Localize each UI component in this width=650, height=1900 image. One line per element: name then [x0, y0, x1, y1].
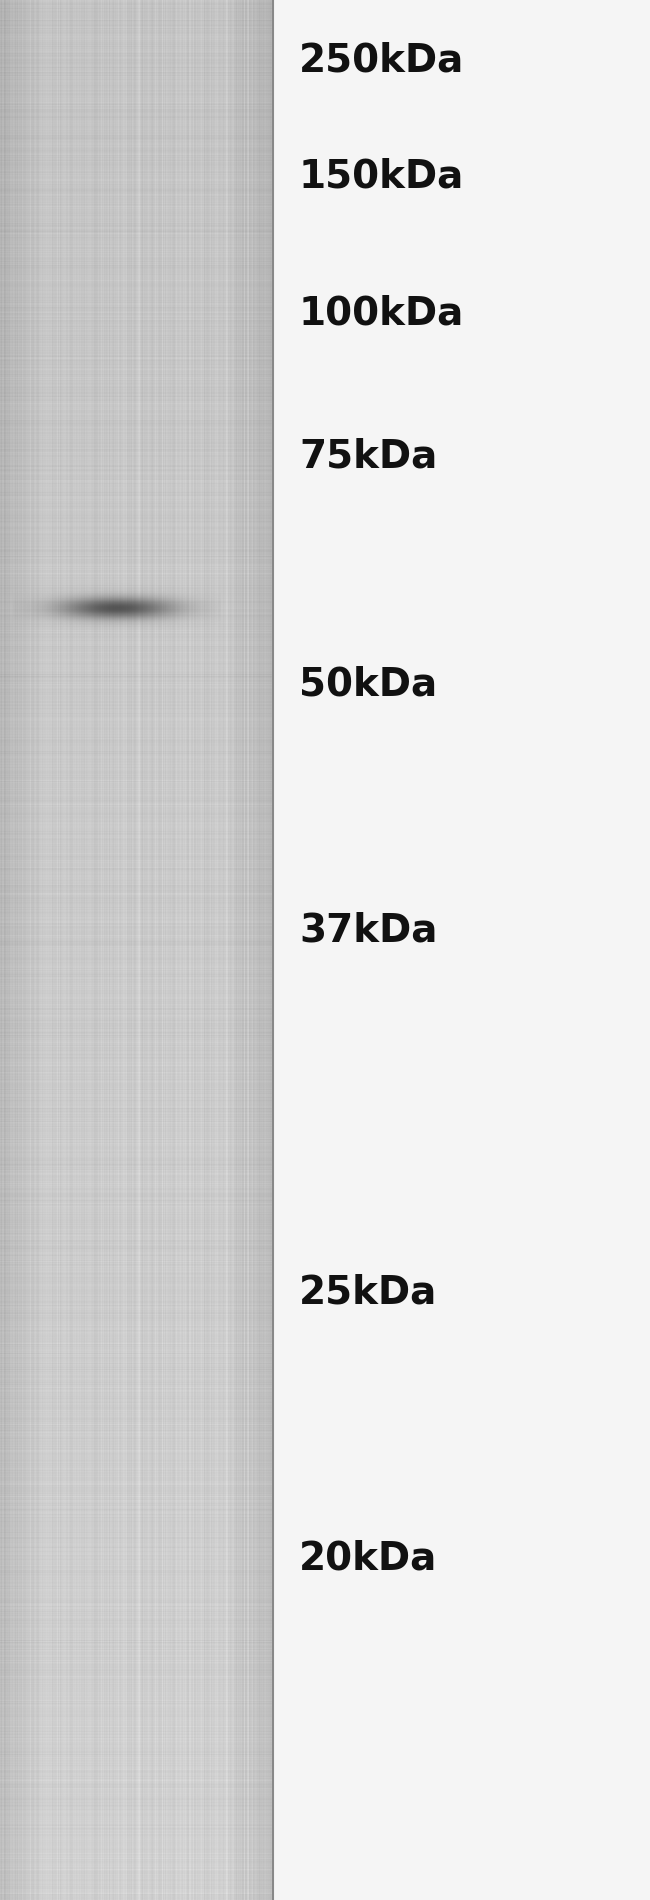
Text: 25kDa: 25kDa	[299, 1273, 437, 1311]
Text: 150kDa: 150kDa	[299, 158, 464, 196]
Text: 37kDa: 37kDa	[299, 912, 437, 950]
Text: 75kDa: 75kDa	[299, 437, 437, 475]
Text: 100kDa: 100kDa	[299, 294, 464, 332]
Text: 250kDa: 250kDa	[299, 42, 464, 80]
Text: 50kDa: 50kDa	[299, 665, 437, 703]
Text: 20kDa: 20kDa	[299, 1539, 437, 1577]
Bar	[273, 0, 650, 1900]
